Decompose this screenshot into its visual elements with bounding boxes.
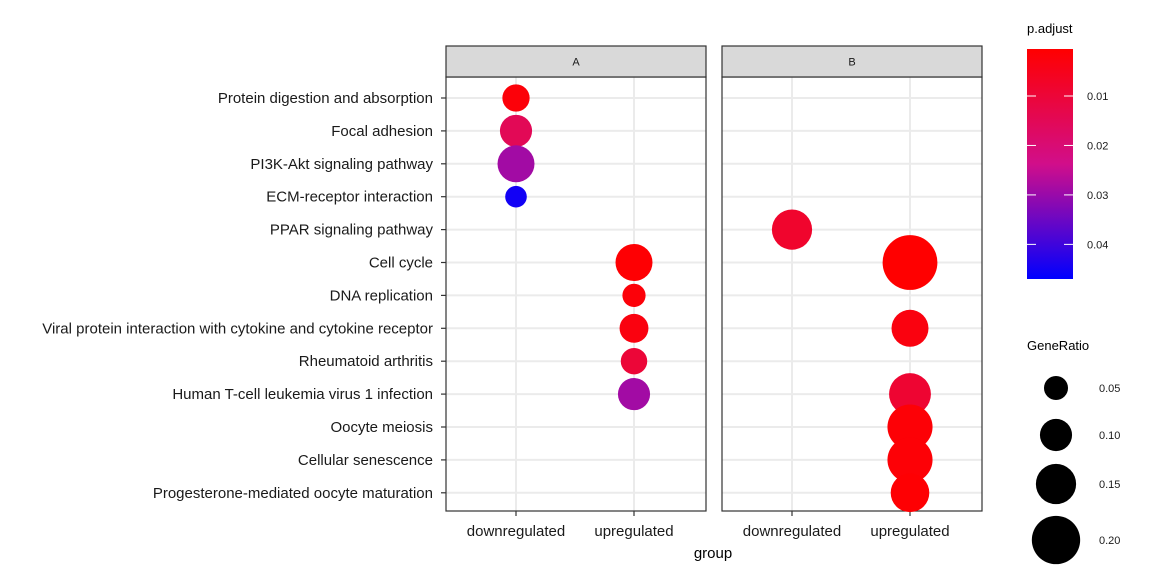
dot-a-upregulated-human-t-cell-leukemia-virus-1-infection	[617, 378, 651, 411]
dot-a-downregulated-pi3k-akt-signaling-pathway	[497, 145, 535, 183]
y-tick-label: Focal adhesion	[331, 123, 433, 140]
color-legend-label: 0.03	[1087, 190, 1108, 202]
size-legend-label: 0.10	[1099, 430, 1120, 442]
y-tick-label: Protein digestion and absorption	[218, 90, 433, 107]
facet-label: A	[572, 57, 580, 69]
size-legend-dot	[1043, 375, 1069, 401]
y-tick-label: PPAR signaling pathway	[270, 222, 434, 239]
facet-strip	[721, 45, 983, 78]
dot-b-upregulated-oocyte-meiosis	[887, 404, 933, 450]
dot-b-upregulated-cellular-senescence	[887, 437, 933, 483]
panel-a	[446, 77, 706, 511]
y-tick-label: PI3K-Akt signaling pathway	[250, 156, 433, 173]
facet-strip	[445, 45, 707, 78]
dot-b-upregulated-progesterone-mediated-oocyte-maturation	[890, 473, 930, 513]
x-tick-label: downregulated	[467, 523, 565, 540]
dot-a-downregulated-ecm-receptor-interaction	[505, 185, 527, 208]
dot-a-downregulated-focal-adhesion	[499, 114, 533, 147]
dot-a-upregulated-cell-cycle	[615, 244, 653, 281]
dot-b-downregulated-ppar-signaling-pathway	[771, 209, 813, 250]
dot-b-upregulated-viral-protein-interaction-with-cytokine-and-cytokine-receptor	[891, 309, 929, 347]
y-tick-label: Rheumatoid arthritis	[299, 353, 433, 370]
y-tick-label: DNA replication	[330, 287, 433, 304]
size-legend-label: 0.15	[1099, 479, 1120, 491]
dot-b-upregulated-human-t-cell-leukemia-virus-1-infection	[889, 373, 931, 416]
x-axis-title: group	[694, 545, 732, 562]
size-legend-dot	[1035, 463, 1077, 505]
color-legend-label: 0.02	[1087, 140, 1108, 152]
y-tick-label: Viral protein interaction with cytokine …	[42, 320, 433, 337]
size-legend-label: 0.20	[1099, 535, 1120, 547]
y-tick-label: Oocyte meiosis	[330, 419, 433, 436]
y-tick-label: Human T-cell leukemia virus 1 infection	[172, 386, 433, 403]
panel-b	[722, 77, 982, 511]
y-tick-label: Cell cycle	[369, 255, 433, 272]
size-legend-title: GeneRatio	[1027, 338, 1089, 353]
dot-b-upregulated-cell-cycle	[882, 235, 938, 290]
dot-a-upregulated-viral-protein-interaction-with-cytokine-and-cytokine-receptor	[619, 313, 649, 343]
y-tick-label: Cellular senescence	[298, 452, 433, 469]
x-tick-label: downregulated	[743, 523, 841, 540]
color-legend-bar	[1027, 49, 1073, 279]
dot-a-downregulated-protein-digestion-and-absorption	[502, 84, 530, 112]
dot-a-upregulated-dna-replication	[622, 283, 646, 308]
facet-label: B	[848, 57, 855, 69]
x-tick-label: upregulated	[594, 523, 673, 540]
color-legend-label: 0.04	[1087, 239, 1108, 251]
size-legend-dot	[1039, 418, 1073, 452]
color-legend-title: p.adjust	[1027, 21, 1073, 36]
dot-a-upregulated-rheumatoid-arthritis	[620, 347, 648, 375]
size-legend-dot	[1031, 515, 1081, 565]
color-legend-label: 0.01	[1087, 91, 1108, 103]
size-legend-label: 0.05	[1099, 383, 1120, 395]
y-tick-label: Progesterone-mediated oocyte maturation	[153, 485, 433, 502]
x-tick-label: upregulated	[870, 523, 949, 540]
y-tick-label: ECM-receptor interaction	[266, 189, 433, 206]
